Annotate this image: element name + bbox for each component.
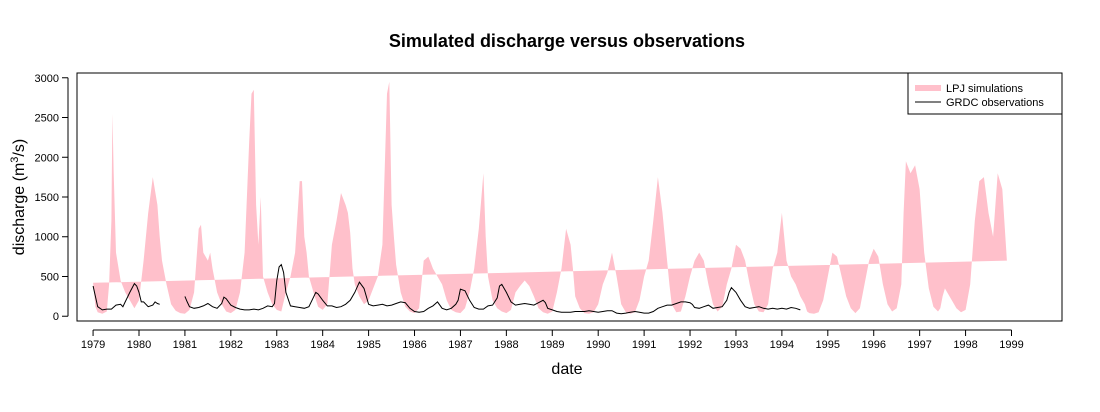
y-axis-title: discharge (m3/s) — [9, 139, 28, 255]
y-tick-label: 2000 — [35, 152, 59, 164]
x-tick-label: 1988 — [494, 339, 518, 351]
legend-label-simulations: LPJ simulations — [946, 83, 1024, 95]
y-tick-label: 500 — [41, 271, 59, 283]
y-tick-label: 2500 — [35, 113, 59, 125]
observation-line-segment — [92, 282, 160, 311]
x-tick-label: 1999 — [999, 339, 1023, 351]
plot-area — [76, 72, 1063, 322]
x-tick-label: 1992 — [678, 339, 702, 351]
x-tick-label: 1980 — [127, 339, 151, 351]
x-tick-label: 1994 — [770, 339, 794, 351]
y-axis-title-superscript: 3 — [9, 157, 21, 163]
y-axis: 0 500 1000 1500 2000 2500 3000 — [35, 73, 69, 323]
x-tick-label: 1989 — [540, 339, 564, 351]
x-tick-label: 1993 — [724, 339, 748, 351]
simulation-band-layer — [93, 81, 1007, 314]
simulation-band — [93, 81, 1007, 314]
y-tick-label: 1500 — [35, 192, 59, 204]
x-tick-label: 1986 — [402, 339, 426, 351]
chart-title: Simulated discharge versus observations — [389, 31, 745, 51]
x-tick-label: 1997 — [907, 339, 931, 351]
y-axis-title-suffix: /s) — [11, 139, 28, 157]
x-tick-label: 1987 — [448, 339, 472, 351]
x-tick-label: 1979 — [81, 339, 105, 351]
y-tick-label: 1000 — [35, 232, 59, 244]
x-tick-label: 1982 — [219, 339, 243, 351]
legend-label-observations: GRDC observations — [946, 97, 1044, 109]
x-tick-label: 1985 — [356, 339, 380, 351]
observation-line-layer — [92, 263, 801, 315]
y-tick-label: 0 — [53, 311, 59, 323]
observation-line-segment — [184, 263, 801, 315]
x-axis-title: date — [551, 361, 582, 378]
x-tick-label: 1990 — [586, 339, 610, 351]
x-tick-label: 1981 — [173, 339, 197, 351]
x-tick-label: 1991 — [632, 339, 656, 351]
x-tick-label: 1998 — [953, 339, 977, 351]
y-tick-label: 3000 — [35, 73, 59, 85]
x-tick-label: 1983 — [265, 339, 289, 351]
legend: LPJ simulations GRDC observations — [907, 72, 1063, 115]
x-tick-label: 1995 — [816, 339, 840, 351]
x-tick-label: 1984 — [310, 339, 334, 351]
x-axis: 1979 1980 1981 1982 1983 1984 1985 1986 1987 1988… — [81, 329, 1024, 351]
legend-box — [907, 72, 1063, 115]
x-tick-label: 1996 — [861, 339, 885, 351]
y-axis-title-main: discharge (m — [11, 163, 28, 255]
